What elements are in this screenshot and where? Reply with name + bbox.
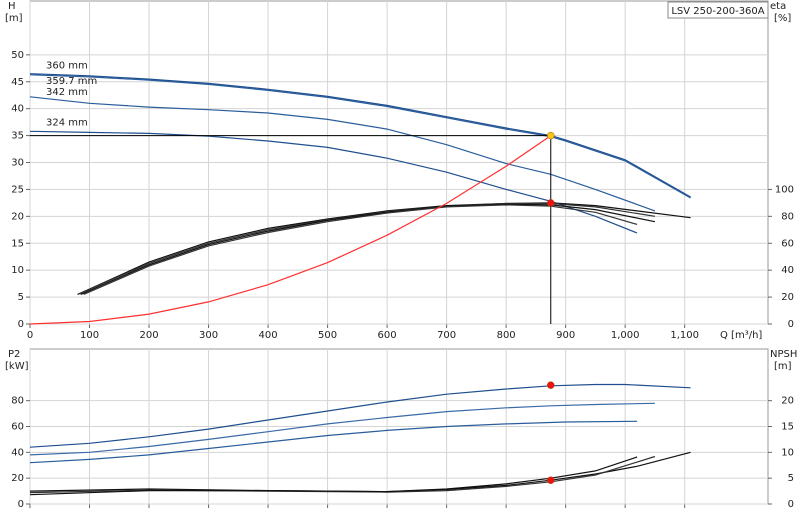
curve-label: 360 mm bbox=[46, 61, 88, 72]
curve-label: 324 mm bbox=[46, 117, 88, 128]
y2-tick-label: 40 bbox=[781, 265, 794, 276]
y-tick-label: 80 bbox=[11, 396, 24, 407]
operating-point bbox=[547, 381, 555, 389]
curve bbox=[29, 74, 691, 199]
y-tick-label: 30 bbox=[11, 158, 24, 169]
x-tick-label: 800 bbox=[497, 330, 516, 341]
y2-tick-label: 20 bbox=[781, 292, 794, 303]
y-tick-label: 5 bbox=[18, 292, 24, 303]
x-tick-label: 400 bbox=[259, 330, 278, 341]
curve-label: 359.7 mm bbox=[46, 76, 97, 87]
operating-point bbox=[547, 476, 555, 484]
curve bbox=[29, 73, 691, 198]
y-axis-title: H bbox=[8, 1, 16, 12]
y2-tick-label: 0 bbox=[788, 319, 794, 330]
y-tick-label: 40 bbox=[11, 447, 24, 458]
x-tick-label: 900 bbox=[556, 330, 575, 341]
x-tick-label: 300 bbox=[199, 330, 218, 341]
y2-tick-label: 15 bbox=[781, 422, 794, 433]
x-tick-label: 200 bbox=[139, 330, 158, 341]
x-tick-label: 500 bbox=[318, 330, 337, 341]
y-tick-label: 0 bbox=[18, 499, 24, 510]
y2-tick-label: 20 bbox=[781, 396, 794, 407]
operating-point bbox=[547, 131, 555, 140]
y2-tick-label: 60 bbox=[781, 238, 794, 249]
curve bbox=[29, 383, 691, 448]
y-axis-unit: [kW] bbox=[5, 361, 29, 372]
y2-axis-unit: [%] bbox=[774, 13, 791, 24]
curve bbox=[29, 420, 638, 464]
operating-point bbox=[547, 199, 555, 207]
y-tick-label: 35 bbox=[11, 131, 24, 142]
y2-axis-unit: [m] bbox=[774, 361, 792, 372]
y2-tick-label: 0 bbox=[788, 499, 794, 510]
y-tick-label: 0 bbox=[18, 319, 24, 330]
y2-axis-title: eta bbox=[770, 1, 786, 12]
y-tick-label: 15 bbox=[11, 238, 24, 249]
curve bbox=[29, 456, 638, 496]
curve bbox=[83, 204, 638, 295]
y2-tick-label: 5 bbox=[788, 473, 794, 484]
curve bbox=[77, 202, 691, 295]
y-tick-label: 10 bbox=[11, 265, 24, 276]
curve bbox=[29, 96, 656, 212]
y-tick-label: 40 bbox=[11, 104, 24, 115]
x-tick-label: 1,000 bbox=[611, 330, 640, 341]
title-box bbox=[667, 1, 769, 19]
curve bbox=[29, 402, 655, 456]
y2-tick-label: 10 bbox=[781, 447, 794, 458]
x-tick-label: 100 bbox=[80, 330, 99, 341]
y2-tick-label: 80 bbox=[781, 211, 794, 222]
x-tick-label: 0 bbox=[27, 330, 33, 341]
x-axis-title: Q [m³/h] bbox=[720, 330, 762, 341]
x-tick-label: 1,100 bbox=[670, 330, 699, 341]
y-tick-label: 60 bbox=[11, 422, 24, 433]
y-tick-label: 25 bbox=[11, 184, 24, 195]
chart-title: LSV 250-200-360A bbox=[671, 6, 764, 17]
x-tick-label: 700 bbox=[437, 330, 456, 341]
y-tick-label: 50 bbox=[11, 50, 24, 61]
x-tick-label: 600 bbox=[378, 330, 397, 341]
curve bbox=[77, 202, 655, 295]
curve bbox=[29, 135, 552, 325]
y-tick-label: 45 bbox=[11, 77, 24, 88]
y-tick-label: 20 bbox=[11, 211, 24, 222]
y2-tick-label: 100 bbox=[775, 184, 794, 195]
curve bbox=[80, 203, 656, 295]
y2-axis-title: NPSH bbox=[770, 349, 797, 360]
y-tick-label: 20 bbox=[11, 473, 24, 484]
curve-label: 342 mm bbox=[46, 87, 88, 98]
y-axis-unit: [m] bbox=[5, 13, 23, 24]
y-axis-title: P2 bbox=[8, 349, 20, 360]
curve bbox=[29, 451, 691, 493]
